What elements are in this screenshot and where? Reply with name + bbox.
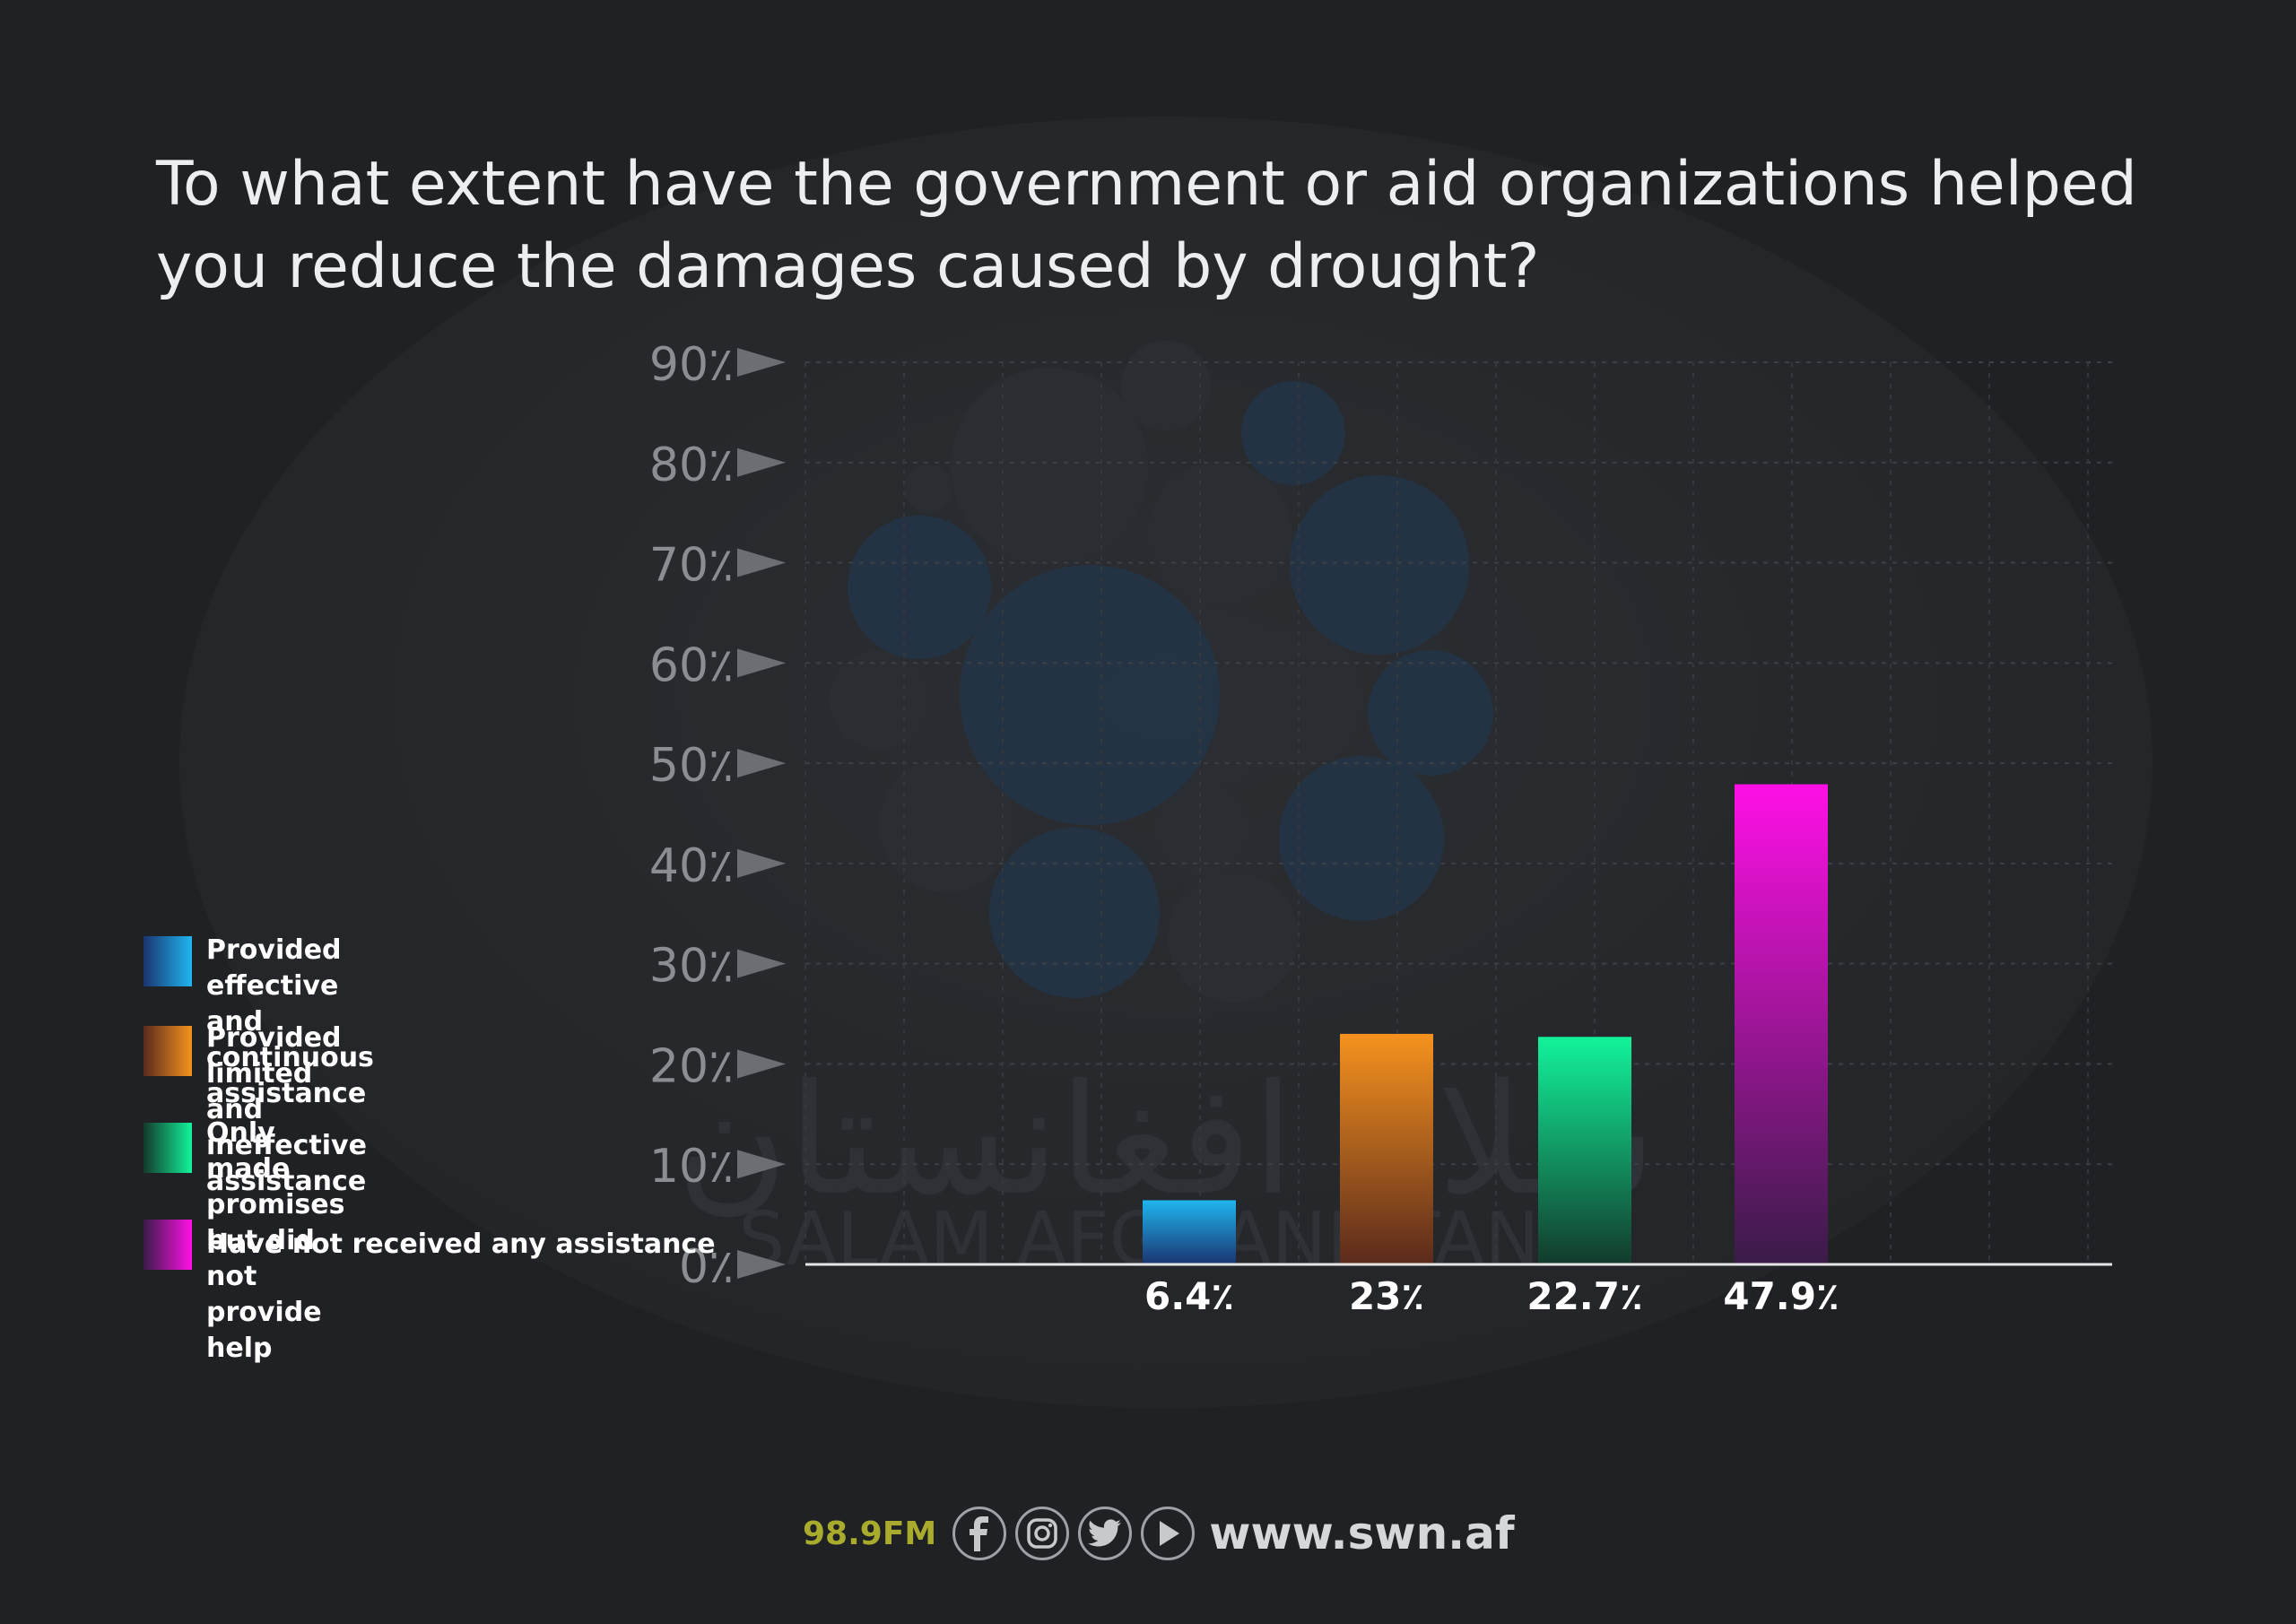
y-tick-label: 0٪ xyxy=(679,1240,734,1294)
twitter-icon[interactable] xyxy=(1078,1507,1133,1560)
play-icon[interactable] xyxy=(1141,1507,1196,1560)
y-tick-label: 30٪ xyxy=(649,940,734,994)
y-tick-arrow xyxy=(737,1049,786,1079)
legend-swatch xyxy=(144,1026,192,1076)
legend-label: Only made promises but did not provide h… xyxy=(206,1117,345,1364)
value-labels: 6.4٪ 23٪ 22.7٪ 47.9٪ xyxy=(1144,1274,1839,1318)
y-tick-label: 20٪ xyxy=(649,1039,734,1093)
page-title: To what extent have the government or ai… xyxy=(156,149,2137,302)
website-link[interactable]: www.swn.af xyxy=(1209,1507,1515,1559)
y-tick-arrow xyxy=(737,348,786,377)
y-tick-arrow xyxy=(737,749,786,778)
footer: 98.9FM www.swn.af xyxy=(803,1499,1515,1568)
y-tick-arrow xyxy=(737,648,786,678)
y-tick-label: 90٪ xyxy=(649,338,734,392)
bar xyxy=(1340,1033,1433,1264)
y-tick-label: 10٪ xyxy=(649,1140,734,1194)
y-tick-arrow xyxy=(737,949,786,978)
facebook-icon[interactable] xyxy=(952,1507,1007,1560)
legend-label: Provided effective and continuous assist… xyxy=(206,934,374,1109)
y-tick-arrow xyxy=(737,447,786,477)
y-tick-label: 70٪ xyxy=(649,539,734,593)
bars xyxy=(1143,784,1828,1264)
y-tick-label: 40٪ xyxy=(649,839,734,893)
bar xyxy=(1538,1037,1631,1264)
watermark-arabic: سلام افغانستان xyxy=(676,1052,1656,1229)
legend-swatch xyxy=(144,1220,192,1270)
chart-grid xyxy=(804,361,2112,1265)
radio-frequency: 98.9FM xyxy=(803,1515,937,1552)
y-axis: 0٪ 10٪ 20٪ 30٪ 40٪ 50٪ 60٪ 70٪ 80٪ 90٪ xyxy=(649,338,786,1294)
y-tick-label: 80٪ xyxy=(649,439,734,492)
legend-swatch xyxy=(144,936,192,986)
legend-label: Have not received any assistance xyxy=(206,1229,716,1260)
y-tick-arrow xyxy=(737,848,786,878)
legend-label: Provided limited and ineffective assista… xyxy=(206,1022,367,1197)
legend-swatch xyxy=(144,1123,192,1173)
y-tick-label: 60٪ xyxy=(649,638,734,692)
bar xyxy=(1143,1200,1236,1264)
y-tick-arrow xyxy=(737,548,786,578)
y-tick-label: 50٪ xyxy=(649,739,734,793)
bar xyxy=(1735,784,1828,1264)
value-label: 6.4٪ xyxy=(1144,1274,1234,1318)
y-tick-arrow xyxy=(737,1150,786,1179)
value-label: 22.7٪ xyxy=(1526,1274,1642,1318)
value-label: 23٪ xyxy=(1349,1274,1424,1318)
value-label: 47.9٪ xyxy=(1723,1274,1839,1318)
y-tick-arrow xyxy=(737,1250,786,1279)
instagram-icon[interactable] xyxy=(1015,1507,1070,1560)
